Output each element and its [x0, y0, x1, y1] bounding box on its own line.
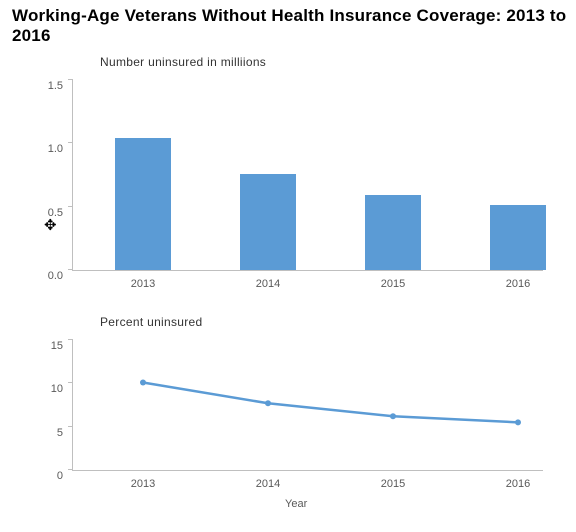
bar-ytick-label: 0.5 — [48, 207, 73, 219]
line-chart-subtitle: Percent uninsured — [100, 315, 203, 329]
line-ytick-label: 15 — [51, 340, 73, 352]
bar-xtick-label: 2016 — [506, 270, 530, 290]
line-marker — [515, 419, 521, 425]
line-marker — [265, 400, 271, 406]
bar — [490, 205, 546, 270]
line-marker — [140, 379, 146, 385]
line-series — [73, 340, 543, 470]
line-marker — [390, 413, 396, 419]
line-ytick-label: 5 — [57, 427, 73, 439]
move-cursor-icon: ✥ — [44, 218, 57, 233]
page: Working-Age Veterans Without Health Insu… — [0, 0, 576, 532]
line-xtick-label: 2014 — [256, 470, 280, 490]
bar-chart: 0.00.51.01.52013201420152016 — [72, 80, 543, 271]
line-xtick-label: 2015 — [381, 470, 405, 490]
bar-xtick-label: 2013 — [131, 270, 155, 290]
line-ytick-label: 10 — [51, 383, 73, 395]
line-xtick-label: 2013 — [131, 470, 155, 490]
bar — [365, 195, 421, 270]
bar-xtick-label: 2015 — [381, 270, 405, 290]
bar-ytick-label: 1.5 — [48, 80, 73, 92]
x-axis-label: Year — [285, 498, 307, 510]
line-chart: 0510152013201420152016 — [72, 340, 543, 471]
bar-xtick-label: 2014 — [256, 270, 280, 290]
page-title: Working-Age Veterans Without Health Insu… — [12, 6, 576, 46]
line-ytick-label: 0 — [57, 470, 73, 482]
line-xtick-label: 2016 — [506, 470, 530, 490]
bar — [115, 138, 171, 270]
bar-ytick-label: 1.0 — [48, 143, 73, 155]
bar — [240, 174, 296, 270]
bar-chart-subtitle: Number uninsured in milliions — [100, 55, 266, 69]
bar-ytick-label: 0.0 — [48, 270, 73, 282]
